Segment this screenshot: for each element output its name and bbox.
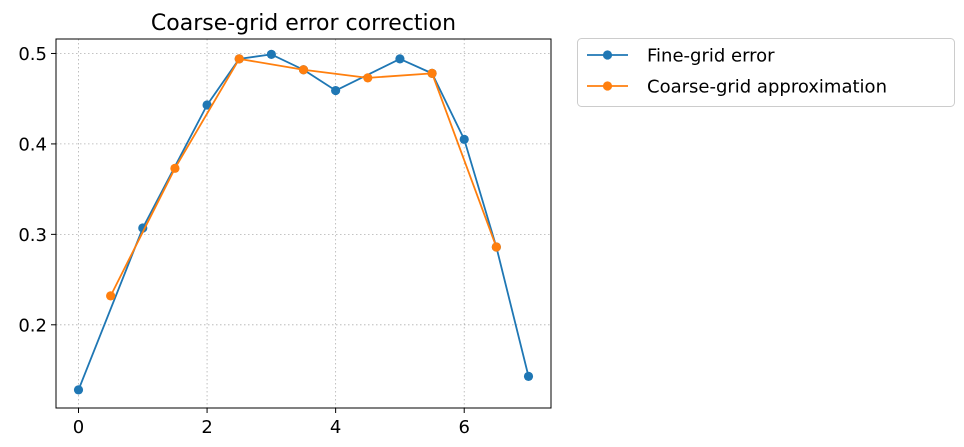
data-point <box>459 134 469 144</box>
data-point <box>266 49 276 59</box>
legend-label: Coarse-grid approximation <box>647 77 887 98</box>
data-point <box>491 242 501 252</box>
legend-item: Coarse-grid approximation <box>587 77 887 98</box>
data-point <box>363 73 373 83</box>
data-point <box>523 371 534 381</box>
y-tick-label: 0.3 <box>18 225 47 246</box>
x-tick-label: 6 <box>458 417 469 438</box>
y-tick-label: 0.5 <box>18 44 47 65</box>
legend-marker <box>602 81 613 91</box>
data-point <box>234 54 244 64</box>
chart-title: Coarse-grid error correction <box>151 11 456 36</box>
plot-frame <box>55 38 552 409</box>
series-line <box>77 53 530 391</box>
series-layer <box>73 49 534 395</box>
y-tick-label: 0.4 <box>18 134 47 155</box>
legend-label: Fine-grid error <box>647 46 775 67</box>
data-point <box>298 65 309 75</box>
data-point <box>331 85 341 96</box>
legend: Fine-grid error Coarse-grid approximation <box>577 38 955 107</box>
data-point <box>202 100 212 110</box>
series-1 <box>106 54 501 301</box>
data-point <box>170 163 180 173</box>
data-point <box>73 385 84 395</box>
x-tick-label: 2 <box>201 417 212 438</box>
y-tick-label: 0.2 <box>18 315 47 336</box>
legend-item: Fine-grid error <box>587 46 775 67</box>
data-point <box>395 54 405 64</box>
legend-marker <box>602 50 613 60</box>
x-tick-label: 0 <box>73 417 84 438</box>
grid-lines <box>56 39 551 408</box>
series-0 <box>73 49 534 395</box>
legend-box <box>577 38 955 107</box>
axis-ticks: 0 2 4 6 0.2 0.3 0.4 0.5 <box>18 44 470 438</box>
data-point <box>106 291 116 301</box>
data-point <box>427 68 437 78</box>
x-tick-label: 4 <box>330 417 341 438</box>
